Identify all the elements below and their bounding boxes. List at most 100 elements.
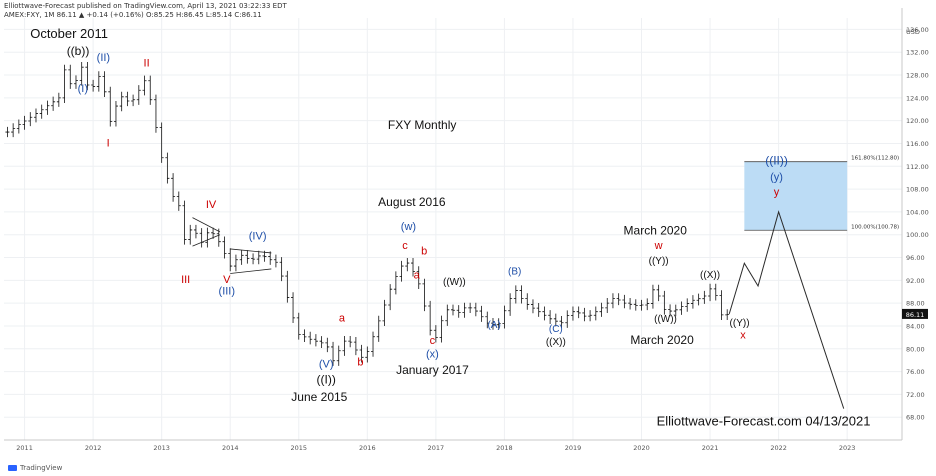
price-bar (11, 123, 16, 138)
y-tick-label: 104.00 (906, 208, 929, 216)
wave-label: June 2015 (291, 390, 347, 404)
price-bar (582, 307, 587, 322)
price-bar (256, 250, 261, 265)
price-bar (353, 336, 358, 356)
price-bar (702, 290, 707, 304)
y-tick-label: 112.00 (906, 163, 929, 171)
wave-label: January 2017 (396, 363, 469, 377)
tradingview-brand: TradingView (8, 464, 62, 472)
price-bar (79, 62, 84, 86)
wave-label: March 2020 (630, 333, 694, 347)
y-tick-label: 124.00 (906, 94, 929, 102)
price-bar (633, 299, 638, 311)
price-bar (462, 302, 467, 318)
pattern-line (230, 268, 272, 274)
wave-label: b (357, 356, 363, 368)
price-bar (102, 71, 107, 97)
price-bar (336, 345, 341, 366)
wave-label: ((W)) (654, 314, 677, 325)
price-bar (171, 173, 176, 202)
price-bar (365, 346, 370, 363)
wave-label: III (181, 274, 190, 286)
price-bar (451, 304, 455, 316)
wave-label: ((Y)) (649, 256, 669, 267)
price-bar (559, 316, 564, 328)
projection-path (728, 210, 845, 409)
x-tick-label: 2014 (222, 444, 239, 452)
price-bar (193, 224, 198, 239)
price-bar (593, 306, 598, 321)
price-bar (113, 100, 118, 127)
price-bar (679, 301, 684, 315)
price-bar (542, 306, 547, 321)
wave-label: a (414, 270, 421, 282)
price-bar (205, 227, 210, 248)
wave-label: (x) (426, 348, 439, 360)
wave-label: October 2011 (30, 26, 108, 41)
price-bar (536, 302, 541, 317)
wave-label: ((I)) (317, 373, 336, 387)
y-tick-label: 100.00 (906, 231, 929, 239)
price-bar (479, 305, 484, 322)
price-bar (599, 302, 604, 317)
price-bar (39, 104, 44, 119)
wave-label: (C) (549, 324, 563, 335)
wave-label: FXY Monthly (388, 118, 456, 132)
wave-label: IV (206, 199, 217, 211)
wave-label: a (339, 312, 346, 324)
price-bar (605, 298, 610, 314)
price-bar (673, 304, 678, 317)
price-bar (153, 94, 158, 133)
price-bar (96, 71, 101, 92)
price-bar (342, 336, 347, 356)
y-tick-label: 88.00 (906, 300, 925, 308)
price-bar (296, 312, 301, 340)
price-bar (519, 285, 524, 304)
price-bar (622, 294, 627, 309)
price-bar (708, 283, 713, 302)
price-bar (85, 62, 90, 91)
last-price-label: 86.11 (906, 311, 925, 319)
price-bar (319, 336, 324, 348)
y-tick-label: 68.00 (906, 414, 925, 422)
wave-label: March 2020 (624, 224, 688, 238)
x-tick-label: 2023 (839, 444, 856, 452)
x-tick-label: 2022 (770, 444, 787, 452)
price-bar (136, 85, 141, 105)
pattern-line (230, 248, 272, 254)
price-bar (399, 260, 404, 282)
price-bar (119, 91, 124, 112)
price-bar (268, 251, 273, 265)
y-tick-label: 84.00 (906, 322, 925, 330)
price-bar (685, 298, 690, 312)
price-bar (22, 115, 27, 130)
price-bar (428, 300, 433, 336)
price-bar (131, 94, 136, 107)
price-bar (371, 331, 376, 357)
x-tick-label: 2016 (359, 444, 376, 452)
price-bar (468, 302, 473, 314)
price-bar (456, 305, 461, 318)
symbol-line: AMEX:FXY, 1M 86.11 ▲ +0.14 (+0.16%) O:85… (4, 11, 262, 19)
x-tick-label: 2017 (428, 444, 445, 452)
price-bar (279, 257, 284, 282)
wave-label: V (223, 274, 231, 286)
y-tick-label: 116.00 (906, 140, 929, 148)
price-bar (222, 236, 227, 259)
price-bar (576, 306, 581, 319)
price-bar (28, 112, 33, 127)
price-bar (719, 290, 724, 321)
price-bar (388, 284, 393, 311)
price-bar (33, 108, 38, 123)
target-zone (744, 161, 848, 231)
y-tick-label: 132.00 (906, 49, 929, 57)
wave-label: ((X)) (700, 270, 720, 281)
price-bars (5, 62, 730, 366)
y-tick-label: 128.00 (906, 72, 929, 80)
price-bar (530, 299, 535, 314)
fib-1618-label: 161.80%(112.80) (851, 156, 899, 162)
price-bar (490, 317, 495, 330)
wave-label: ((b)) (67, 44, 90, 58)
price-bar (645, 298, 650, 311)
